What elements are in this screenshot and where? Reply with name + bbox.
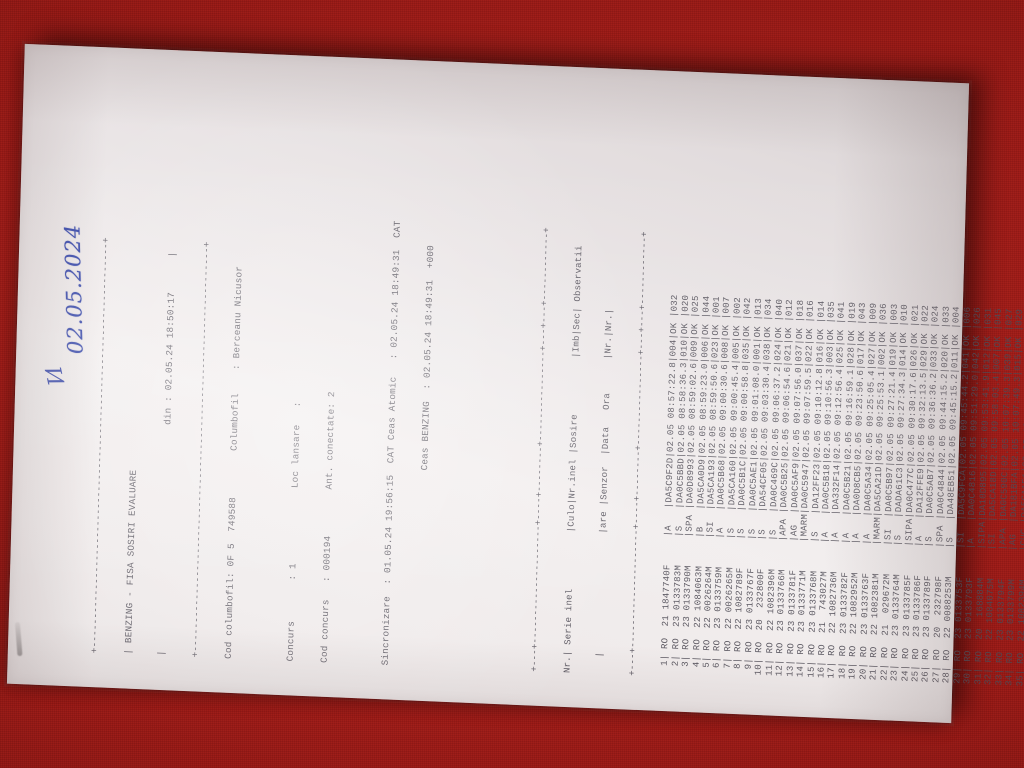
printout-text-block: +---------------------------------------… <box>34 75 1024 698</box>
report-header: +---------------------------------------… <box>67 76 491 669</box>
table-header-row-2: | |are |Senzor |Data Ora |Nr.|Nr.| <box>593 308 615 675</box>
header-rule-top: +---------------------------------------… <box>88 237 112 654</box>
handwritten-date: 02.05.2024 <box>60 223 88 355</box>
header-printed-at-line: | din : 02.05.24 18:50:17 | <box>155 251 179 657</box>
table-rule-head: +---+---------------------+----+--------… <box>626 230 650 676</box>
sincronizare-line: Sincronizare : 01.05.24 19:56:15 CAT Cea… <box>379 220 404 666</box>
header-title-line: | BENZING - FISA SOSIRI EVALUARE <box>122 469 139 655</box>
staple-mark-icon <box>14 621 23 657</box>
concurs-line: Concurs : 1 Loc lansare : <box>284 401 303 662</box>
table-header-row-1: Nr.| Serie inel |Culo|Nr.inel |Sosire |I… <box>561 245 585 674</box>
printed-sheet: +---------------------------------------… <box>6 43 1024 724</box>
ceas-benzing-line: Ceas BENZING : 02.05.24 18:49:31 +000 <box>413 244 437 668</box>
cod-columbofil-line: Cod columbofil: 0F 5 749588 Columbofil :… <box>223 265 246 660</box>
cod-concurs-line: Cod concurs : 000194 Ant. conectate: 2 <box>318 391 337 664</box>
header-rule-mid: +---------------------------------------… <box>189 241 213 658</box>
table-rule-top: +---+---------------------+----+--------… <box>528 226 553 672</box>
table-body: 1| RO 21 1847740F |A |DA5C9F2D|02.05 08:… <box>659 101 1024 694</box>
arrivals-table: +---+---------------------+----+--------… <box>508 95 1024 697</box>
